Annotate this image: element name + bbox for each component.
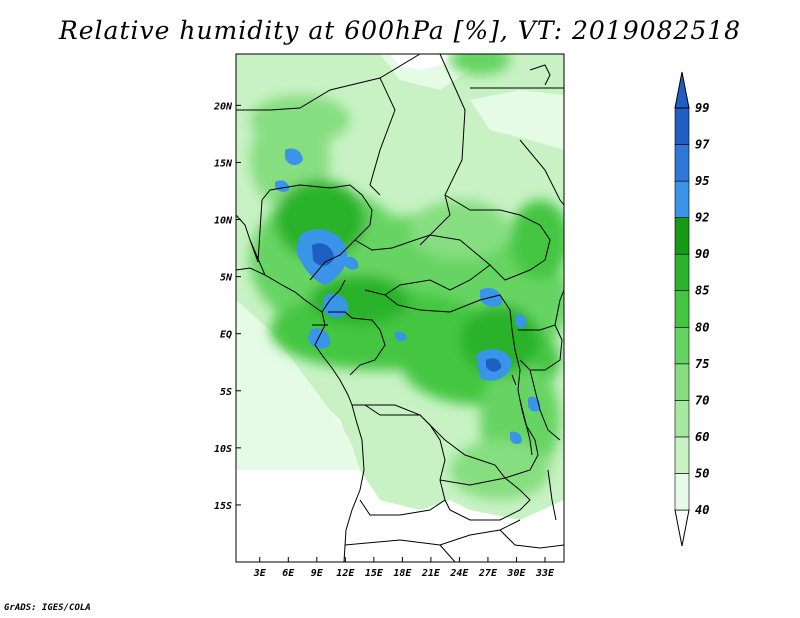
lat-tick-label: 20N <box>213 101 233 112</box>
lat-tick-label: 5N <box>220 273 233 284</box>
colorbar-label: 99 <box>695 101 709 115</box>
colorbar-segment <box>674 473 690 511</box>
coastline-west <box>236 267 365 562</box>
border-west <box>236 199 266 276</box>
colorbar-segment <box>674 107 690 145</box>
colorbar-label: 40 <box>695 503 709 517</box>
colorbar-lower-extension <box>674 509 690 547</box>
colorbar-segment <box>674 217 690 255</box>
border-south-sudan <box>444 194 551 281</box>
border-lakes <box>511 374 557 521</box>
colorbar-segment <box>674 436 690 474</box>
lat-tick-label: 15S <box>214 501 232 512</box>
colorbar-segment <box>674 144 690 182</box>
border-east-africa <box>518 289 564 441</box>
latitude-ticks: 20N 15N 10N 5N EQ 5S 10S 15S <box>213 101 241 512</box>
lon-tick-label: 9E <box>311 568 324 579</box>
border-ethiopia <box>519 139 564 206</box>
colorbar-label: 97 <box>695 138 710 152</box>
colorbar-upper-extension <box>674 71 690 109</box>
dry-region-northeast <box>470 90 564 150</box>
dry-region-west <box>236 300 360 470</box>
lon-tick-label: 6E <box>282 568 295 579</box>
humidity-field <box>236 54 564 562</box>
colorbar: 40 50 60 70 75 80 85 90 92 95 97 99 <box>674 71 710 547</box>
map-frame <box>235 53 565 563</box>
border-drc <box>352 294 539 479</box>
colorbar-label: 80 <box>695 320 709 334</box>
lon-tick-label: 3E <box>253 568 267 579</box>
border-angola <box>359 404 446 516</box>
red-sea-coast <box>529 64 551 86</box>
border-congo <box>328 311 386 376</box>
colorbar-segment <box>674 363 690 401</box>
colorbar-label: 90 <box>695 247 709 261</box>
lon-tick-label: 33E <box>535 568 555 579</box>
colorbar-segment <box>674 326 690 365</box>
colorbar-label: 95 <box>695 174 709 188</box>
dry-region-north-white <box>390 54 450 70</box>
colorbar-label: 60 <box>695 430 709 444</box>
lon-tick-label: 30E <box>506 568 526 579</box>
longitude-ticks: 3E 6E 9E 12E 15E 18E 21E 24E 27E 30E 33E <box>253 557 555 579</box>
colorbar-label: 75 <box>695 357 709 371</box>
grads-credit: GrADS: IGES/COLA <box>4 603 91 613</box>
lon-tick-label: 15E <box>365 568 384 579</box>
lat-tick-label: 10N <box>214 216 233 227</box>
colorbar-label: 85 <box>695 284 709 298</box>
colorbar-label: 70 <box>695 393 709 407</box>
colorbar-segment <box>674 400 690 438</box>
lon-tick-label: 18E <box>393 568 412 579</box>
lat-tick-label: 15N <box>214 158 233 169</box>
colorbar-label: 50 <box>695 466 709 480</box>
lon-tick-label: 27E <box>478 568 498 579</box>
dry-region-southwest <box>236 330 564 562</box>
colorbar-segment <box>674 253 690 292</box>
lat-tick-label: 10S <box>214 444 232 455</box>
colorbar-segment <box>674 180 690 218</box>
border-cameroon-gabon <box>312 279 346 326</box>
lon-tick-label: 21E <box>421 568 441 579</box>
border-south <box>344 519 564 562</box>
border-nigeria <box>261 184 373 281</box>
lat-tick-label: EQ <box>220 330 232 341</box>
colorbar-label: 92 <box>695 211 709 225</box>
colorbar-segment <box>674 290 690 328</box>
lon-tick-label: 12E <box>336 568 355 579</box>
lat-tick-label: 5S <box>220 387 232 398</box>
lon-tick-label: 24E <box>449 568 469 579</box>
border-zambia <box>439 477 531 521</box>
country-borders <box>236 54 564 562</box>
map-title: Relative humidity at 600hPa [%], VT: 201… <box>58 16 742 45</box>
